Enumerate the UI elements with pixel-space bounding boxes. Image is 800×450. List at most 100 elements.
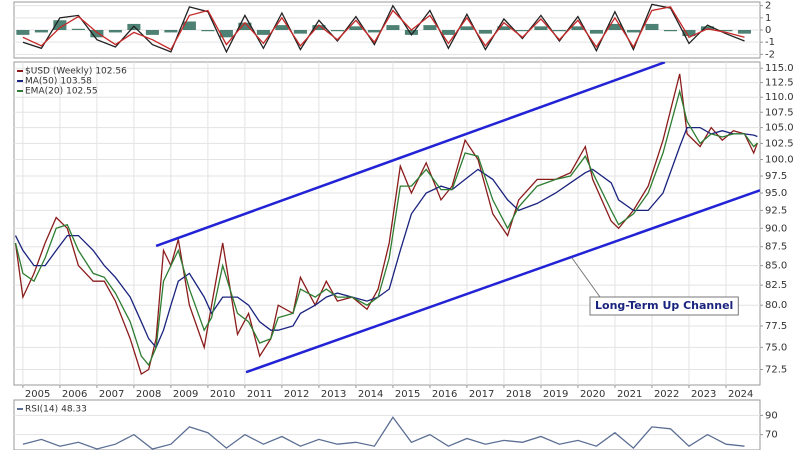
series-line [14, 88, 758, 367]
histogram-bar [534, 26, 548, 30]
x-tick-label: 2008 [136, 389, 161, 400]
histogram-bar [164, 30, 178, 33]
histogram-bar [182, 21, 196, 30]
x-tick-label: 2010 [210, 389, 235, 400]
legend-value: 102.55 [66, 87, 98, 97]
legend-value: 102.56 [95, 67, 127, 77]
series-line [22, 6, 745, 51]
histogram-bar [478, 30, 492, 34]
x-tick-label: 2018 [506, 389, 531, 400]
histogram-bar [145, 30, 159, 35]
x-tick-label: 2016 [432, 389, 457, 400]
panel-frame [13, 399, 761, 450]
histogram-bar [293, 30, 307, 34]
series-line [14, 126, 758, 349]
x-tick-label: 2015 [395, 389, 420, 400]
channel-line [155, 62, 666, 248]
histogram-bar [201, 30, 215, 32]
callout-arrow [571, 257, 601, 298]
histogram-bar [423, 25, 437, 30]
series-line [14, 73, 759, 375]
y-tick-label: 72.5 [765, 365, 787, 376]
legend-label: RSI(14) [25, 405, 58, 415]
histogram-bar [719, 30, 733, 32]
histogram-bar [386, 25, 400, 30]
histogram-bar [312, 25, 326, 30]
x-tick-label: 2017 [469, 389, 494, 400]
y-tick-label: 102.5 [765, 138, 794, 149]
y-tick-label: 87.5 [765, 242, 787, 253]
callout-box [589, 296, 739, 316]
x-tick-label: 2021 [617, 389, 642, 400]
plot-area [14, 414, 760, 450]
histogram-bar [626, 30, 640, 33]
histogram-bar [571, 26, 585, 30]
channel-line [245, 189, 760, 374]
histogram-bar [238, 22, 252, 30]
y-tick-label: 2 [765, 1, 771, 12]
plot-area [14, 3, 760, 55]
histogram-bar [663, 30, 677, 32]
x-tick-label: 2019 [543, 389, 568, 400]
histogram-bar [515, 30, 529, 32]
x-tick-label: 2022 [654, 389, 679, 400]
histogram-bar [682, 30, 696, 37]
y-tick-label: 90 [765, 410, 778, 421]
y-tick-label: 97.5 [765, 171, 787, 182]
histogram-bar [645, 23, 659, 30]
series-line [22, 416, 745, 450]
histogram-bar [497, 26, 511, 30]
y-tick-label: 105.0 [765, 123, 794, 134]
x-tick-label: 2009 [173, 389, 198, 400]
x-tick-label: 2007 [99, 389, 124, 400]
y-tick-label: 112.5 [765, 78, 794, 89]
histogram-bar [16, 30, 30, 35]
histogram-bar [330, 30, 344, 32]
legend-label: MA(50) [25, 77, 57, 87]
x-tick-label: 2023 [691, 389, 716, 400]
histogram-bar [34, 30, 48, 33]
histogram-bar [108, 30, 122, 33]
y-tick-label: 80.0 [765, 300, 787, 311]
callout-text: Long-Term Up Channel [595, 299, 733, 312]
y-tick-label: 110.0 [765, 92, 794, 103]
legend-label: EMA(20) [25, 87, 63, 97]
histogram-bar [441, 30, 455, 35]
histogram-bar [737, 30, 751, 34]
y-tick-label: 1 [765, 13, 771, 24]
x-tick-label: 2024 [728, 389, 753, 400]
histogram-bar [275, 25, 289, 30]
histogram-bar [90, 30, 104, 38]
histogram-bar [367, 30, 381, 33]
y-tick-label: -1 [765, 37, 775, 48]
x-tick-label: 2014 [358, 389, 383, 400]
panel-frame [13, 61, 761, 386]
y-tick-label: 0 [765, 25, 771, 36]
y-tick-label: 107.5 [765, 107, 794, 118]
histogram-bar [460, 26, 474, 30]
y-tick-label: 90.0 [765, 223, 787, 234]
y-tick-label: 82.5 [765, 280, 787, 291]
y-tick-label: 70 [765, 430, 778, 441]
legend-value: 103.58 [60, 77, 92, 87]
x-tick-label: 2013 [321, 389, 346, 400]
y-tick-label: -2 [765, 49, 775, 60]
histogram-bar [53, 20, 67, 30]
histogram-bar [219, 30, 233, 38]
x-tick-label: 2005 [25, 389, 50, 400]
x-tick-label: 2011 [247, 389, 272, 400]
histogram-bar [349, 26, 363, 30]
y-tick-label: 77.5 [765, 321, 787, 332]
x-tick-label: 2006 [62, 389, 87, 400]
y-tick-label: 92.5 [765, 205, 787, 216]
histogram-bar [256, 30, 270, 35]
y-tick-label: 100.0 [765, 154, 794, 165]
histogram-bar [71, 28, 85, 30]
legend-label: $USD (Weekly) [25, 67, 92, 77]
histogram-bar [608, 23, 622, 30]
histogram-bar [404, 30, 418, 35]
y-tick-label: 115.0 [765, 63, 794, 74]
x-tick-label: 2020 [580, 389, 605, 400]
legend-value: 48.33 [61, 405, 87, 415]
